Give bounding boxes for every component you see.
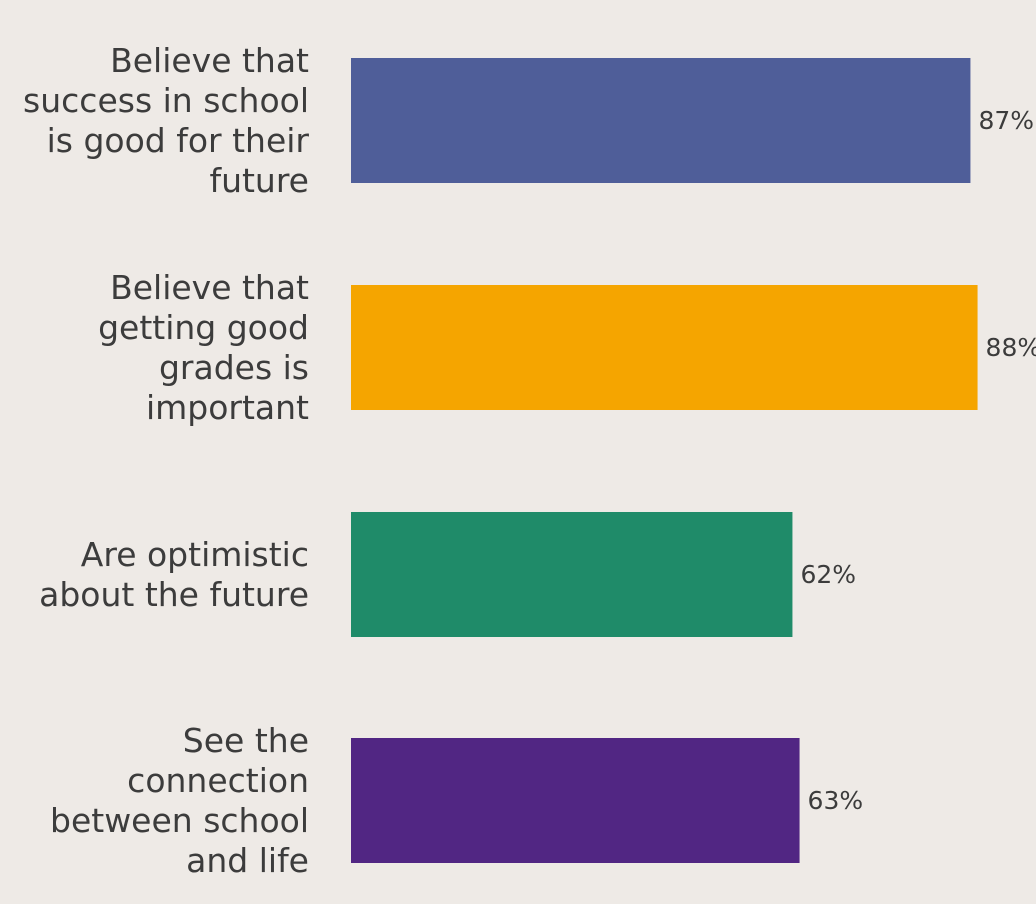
category-label-line: future: [209, 161, 309, 200]
category-label-line: connection: [127, 761, 309, 800]
category-label-line: grades is: [159, 348, 309, 387]
category-label-3: See the connection between school and life: [50, 721, 309, 880]
category-label-line: between school: [50, 801, 309, 840]
category-labels-group: Believe that success in school is good for…: [23, 41, 309, 880]
category-label-line: Believe that: [110, 268, 309, 307]
bar-2: [351, 512, 793, 637]
category-label-2: Are optimistic about the future: [39, 535, 309, 614]
bar-0: [351, 58, 971, 183]
category-label-line: important: [146, 388, 309, 427]
category-label-line: Believe that: [110, 41, 309, 80]
value-labels-group: 87% 88% 62% 63%: [800, 106, 1036, 815]
category-label-line: See the: [183, 721, 309, 760]
category-label-line: success in school: [23, 81, 309, 120]
category-label-1: Believe that getting good grades is importa…: [98, 268, 309, 427]
category-label-line: is good for their: [47, 121, 310, 160]
value-label-2: 62%: [800, 560, 856, 589]
category-label-line: Are optimistic: [81, 535, 309, 574]
value-label-0: 87%: [978, 106, 1034, 135]
category-label-line: and life: [186, 841, 309, 880]
bar-3: [351, 738, 800, 863]
category-label-line: getting good: [98, 308, 309, 347]
bar-1: [351, 285, 978, 410]
category-label-line: about the future: [39, 575, 309, 614]
value-label-1: 88%: [986, 333, 1036, 362]
value-label-3: 63%: [808, 786, 864, 815]
bars-group: [351, 58, 978, 863]
category-label-0: Believe that success in school is good for…: [23, 41, 309, 200]
